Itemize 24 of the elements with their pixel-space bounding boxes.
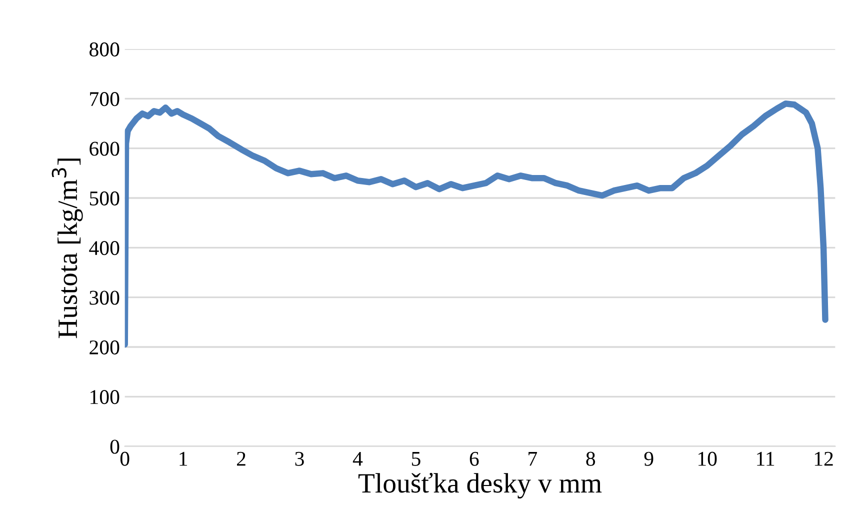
x-tick-label: 11 xyxy=(757,452,774,466)
y-tick-label: 300 xyxy=(90,290,120,305)
y-tick-label: 400 xyxy=(89,241,120,256)
x-tick-label: 10 xyxy=(698,452,717,466)
y-tick-label: 500 xyxy=(90,191,120,206)
x-tick-label: 4 xyxy=(352,452,363,466)
x-tick-label: 6 xyxy=(470,452,479,466)
x-tick-label: 0 xyxy=(120,452,130,466)
y-tick-label: 200 xyxy=(90,340,120,354)
x-tick-label: 12 xyxy=(814,452,833,466)
y-tick-label: 600 xyxy=(90,142,120,156)
x-tick-label: 5 xyxy=(412,452,420,466)
y-tick-label: 0 xyxy=(110,440,120,454)
y-tick-label: 700 xyxy=(90,92,120,106)
y-tick-label: 800 xyxy=(90,42,120,56)
x-tick-label: 1 xyxy=(180,452,188,466)
y-tick-label: 100 xyxy=(90,390,120,404)
x-tick-label: 9 xyxy=(644,452,654,466)
x-tick-label: 7 xyxy=(528,452,538,466)
x-axis-title: Tloušťka desky v mm xyxy=(358,472,602,498)
x-tick-label: 2 xyxy=(237,452,246,466)
y-axis-title: Hustota [kg/m$^{3}$] xyxy=(52,158,83,338)
x-tick-label: 8 xyxy=(586,452,596,466)
x-tick-label: 3 xyxy=(295,452,304,466)
